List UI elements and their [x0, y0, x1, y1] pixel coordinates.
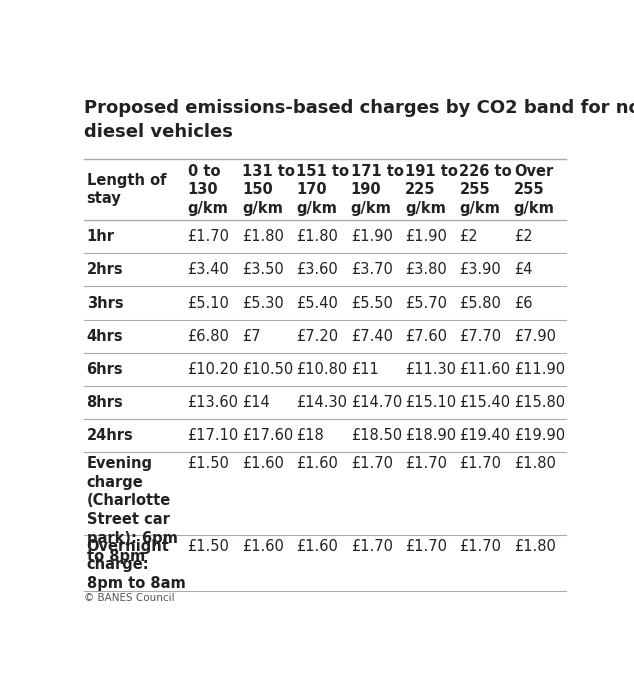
- Text: £1.60: £1.60: [296, 456, 338, 471]
- Text: £4: £4: [514, 263, 533, 277]
- Text: £2: £2: [460, 229, 478, 245]
- Text: £14: £14: [242, 395, 269, 410]
- Text: £3.50: £3.50: [242, 263, 283, 277]
- Text: © BANES Council: © BANES Council: [84, 593, 175, 604]
- Text: £1.70: £1.70: [460, 539, 501, 554]
- Text: £1.60: £1.60: [242, 456, 284, 471]
- Text: £14.30: £14.30: [296, 395, 347, 410]
- Text: 24hrs: 24hrs: [87, 428, 133, 443]
- Text: £3.60: £3.60: [296, 263, 338, 277]
- Text: £3.70: £3.70: [351, 263, 392, 277]
- Text: £1.80: £1.80: [514, 456, 555, 471]
- Text: £10.80: £10.80: [296, 362, 347, 377]
- Text: £1.60: £1.60: [296, 539, 338, 554]
- Text: £3.40: £3.40: [188, 263, 230, 277]
- Text: £2: £2: [514, 229, 533, 245]
- Text: £17.60: £17.60: [242, 428, 293, 443]
- Text: £5.70: £5.70: [405, 295, 447, 310]
- Text: £1.90: £1.90: [351, 229, 392, 245]
- Text: Length of
stay: Length of stay: [87, 173, 166, 207]
- Text: £19.90: £19.90: [514, 428, 565, 443]
- Text: £15.10: £15.10: [405, 395, 456, 410]
- Text: £11.30: £11.30: [405, 362, 456, 377]
- Text: £15.40: £15.40: [460, 395, 510, 410]
- Text: £1.70: £1.70: [405, 456, 447, 471]
- Text: 2hrs: 2hrs: [87, 263, 123, 277]
- Text: Evening
charge
(Charlotte
Street car
park): 6pm
to 8pm: Evening charge (Charlotte Street car par…: [87, 456, 178, 564]
- Text: £1.60: £1.60: [242, 539, 284, 554]
- Text: 151 to
170
g/km: 151 to 170 g/km: [296, 164, 349, 216]
- Text: £6.80: £6.80: [188, 328, 230, 344]
- Text: £6: £6: [514, 295, 533, 310]
- Text: £1.90: £1.90: [405, 229, 447, 245]
- Text: £10.20: £10.20: [188, 362, 239, 377]
- Text: 6hrs: 6hrs: [87, 362, 123, 377]
- Text: Over
255
g/km: Over 255 g/km: [514, 164, 555, 216]
- Text: £7.90: £7.90: [514, 328, 556, 344]
- Text: £1.80: £1.80: [296, 229, 338, 245]
- Text: £3.80: £3.80: [405, 263, 447, 277]
- Text: £3.90: £3.90: [460, 263, 501, 277]
- Text: £7.70: £7.70: [460, 328, 501, 344]
- Text: £5.80: £5.80: [460, 295, 501, 310]
- Text: 8hrs: 8hrs: [87, 395, 124, 410]
- Text: £7.40: £7.40: [351, 328, 392, 344]
- Text: £1.70: £1.70: [405, 539, 447, 554]
- Text: £19.40: £19.40: [460, 428, 510, 443]
- Text: £17.10: £17.10: [188, 428, 239, 443]
- Text: 0 to
130
g/km: 0 to 130 g/km: [188, 164, 228, 216]
- Text: £7.20: £7.20: [296, 328, 339, 344]
- Text: £1.70: £1.70: [351, 539, 392, 554]
- Text: £18: £18: [296, 428, 324, 443]
- Text: £5.50: £5.50: [351, 295, 392, 310]
- Text: £13.60: £13.60: [188, 395, 238, 410]
- Text: 171 to
190
g/km: 171 to 190 g/km: [351, 164, 404, 216]
- Text: 3hrs: 3hrs: [87, 295, 123, 310]
- Text: £1.80: £1.80: [242, 229, 284, 245]
- Text: £15.80: £15.80: [514, 395, 565, 410]
- Text: 4hrs: 4hrs: [87, 328, 123, 344]
- Text: 191 to
225
g/km: 191 to 225 g/km: [405, 164, 458, 216]
- Text: £1.80: £1.80: [514, 539, 555, 554]
- Text: Proposed emissions-based charges by CO2 band for non-
diesel vehicles: Proposed emissions-based charges by CO2 …: [84, 99, 634, 141]
- Text: 131 to
150
g/km: 131 to 150 g/km: [242, 164, 295, 216]
- Text: £14.70: £14.70: [351, 395, 402, 410]
- Text: 226 to
255
g/km: 226 to 255 g/km: [460, 164, 512, 216]
- Text: £5.40: £5.40: [296, 295, 338, 310]
- Text: £1.70: £1.70: [460, 456, 501, 471]
- Text: £1.50: £1.50: [188, 456, 230, 471]
- Text: £10.50: £10.50: [242, 362, 293, 377]
- Text: £7: £7: [242, 328, 261, 344]
- Text: Overnight
charge:
8pm to 8am: Overnight charge: 8pm to 8am: [87, 539, 185, 591]
- Text: £5.30: £5.30: [242, 295, 283, 310]
- Text: £18.50: £18.50: [351, 428, 402, 443]
- Text: £1.50: £1.50: [188, 539, 230, 554]
- Text: £11: £11: [351, 362, 378, 377]
- Text: £11.60: £11.60: [460, 362, 510, 377]
- Text: £18.90: £18.90: [405, 428, 456, 443]
- Text: £5.10: £5.10: [188, 295, 230, 310]
- Text: £1.70: £1.70: [351, 456, 392, 471]
- Text: £7.60: £7.60: [405, 328, 447, 344]
- Text: £1.70: £1.70: [188, 229, 230, 245]
- Text: £11.90: £11.90: [514, 362, 565, 377]
- Text: 1hr: 1hr: [87, 229, 115, 245]
